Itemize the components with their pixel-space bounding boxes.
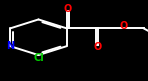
- Text: O: O: [93, 42, 102, 52]
- Text: N: N: [6, 41, 14, 51]
- Text: O: O: [120, 21, 128, 31]
- Text: Cl: Cl: [33, 52, 44, 63]
- Text: O: O: [64, 3, 72, 14]
